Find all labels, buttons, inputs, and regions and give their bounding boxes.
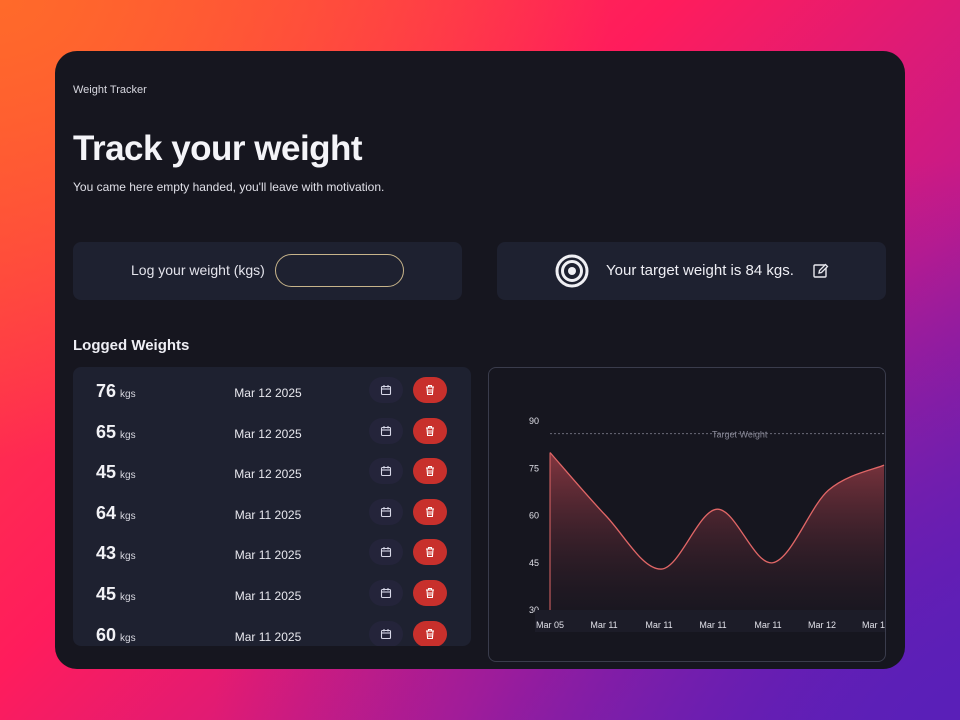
calendar-icon	[380, 629, 392, 640]
logged-weights-title: Logged Weights	[73, 337, 190, 354]
delete-entry-button[interactable]	[413, 621, 447, 646]
edit-date-button[interactable]	[369, 621, 403, 646]
delete-entry-button[interactable]	[413, 418, 447, 444]
weight-area	[550, 452, 885, 610]
delete-entry-button[interactable]	[413, 539, 447, 565]
log-weight-card: Log your weight (kgs)	[73, 242, 462, 300]
calendar-icon	[380, 426, 392, 437]
weight-value: 64 kgs	[96, 503, 136, 524]
weight-date: Mar 12 2025	[234, 386, 302, 400]
weight-date: Mar 11 2025	[234, 508, 302, 522]
app-window: Weight Tracker Track your weight You cam…	[55, 51, 905, 669]
weight-value: 60 kgs	[96, 625, 136, 646]
y-tick-label: 60	[529, 511, 539, 521]
x-tick-label: Mar 12	[862, 620, 886, 630]
trash-icon	[426, 546, 434, 558]
target-icon	[555, 254, 589, 288]
y-tick-label: 45	[529, 558, 539, 568]
trash-icon	[426, 425, 434, 437]
target-weight-text: Your target weight is 84 kgs.	[606, 262, 794, 279]
weight-value: 45 kgs	[96, 584, 136, 605]
y-tick-label: 90	[529, 416, 539, 426]
edit-date-button[interactable]	[369, 580, 403, 606]
list-item: 64 kgs Mar 11 2025	[73, 493, 471, 533]
weight-number: 45	[96, 462, 117, 482]
edit-date-button[interactable]	[369, 458, 403, 484]
weight-series-line	[549, 452, 885, 570]
weight-date: Mar 11 2025	[234, 548, 302, 562]
weight-date: Mar 11 2025	[234, 589, 302, 603]
weight-value: 43 kgs	[96, 543, 136, 564]
x-tick-label: Mar 12	[808, 620, 836, 630]
weight-chart: 30 45 60 75 90 Target Weight Mar 05 Mar 11 Mar 1…	[488, 367, 886, 662]
edit-icon[interactable]	[812, 262, 830, 280]
target-weight-card: Your target weight is 84 kgs.	[497, 242, 886, 300]
weight-value: 45 kgs	[96, 462, 136, 483]
x-tick-label: Mar 11	[590, 620, 617, 630]
delete-entry-button[interactable]	[413, 377, 447, 403]
calendar-icon	[380, 385, 392, 396]
page-title: Track your weight	[73, 129, 363, 168]
logged-weights-list: 76 kgs Mar 12 2025 65 kgs Mar 12 2025 45 kgs Mar…	[73, 367, 471, 646]
list-item: 43 kgs Mar 11 2025	[73, 533, 471, 573]
x-tick-label: Mar 11	[645, 620, 672, 630]
list-item: 60 kgs Mar 11 2025	[73, 615, 471, 646]
y-tick-label: 30	[529, 605, 539, 615]
target-weight-line-label: Target Weight	[712, 430, 768, 440]
weight-unit: kgs	[120, 551, 136, 562]
page-subtitle: You came here empty handed, you'll leave…	[73, 180, 385, 194]
weight-number: 64	[96, 503, 117, 523]
trash-icon	[426, 384, 434, 396]
delete-entry-button[interactable]	[413, 580, 447, 606]
x-axis-band	[535, 610, 885, 632]
weight-unit: kgs	[120, 389, 136, 400]
app-title: Weight Tracker	[73, 84, 147, 96]
edit-date-button[interactable]	[369, 377, 403, 403]
weight-date: Mar 11 2025	[234, 630, 302, 644]
trash-icon	[426, 587, 434, 599]
weight-unit: kgs	[120, 592, 136, 603]
list-item: 76 kgs Mar 12 2025	[73, 371, 471, 411]
weight-number: 65	[96, 422, 117, 442]
edit-date-button[interactable]	[369, 499, 403, 525]
delete-entry-button[interactable]	[413, 458, 447, 484]
x-tick-label: Mar 05	[536, 620, 564, 630]
log-weight-label: Log your weight (kgs)	[131, 262, 265, 278]
log-weight-input[interactable]	[275, 254, 404, 287]
weight-chart-svg: 30 45 60 75 90 Target Weight Mar 05 Mar 11 Mar 1…	[529, 416, 886, 632]
edit-date-button[interactable]	[369, 539, 403, 565]
trash-icon	[426, 628, 434, 640]
x-tick-label: Mar 11	[699, 620, 726, 630]
weight-number: 43	[96, 543, 117, 563]
weight-number: 60	[96, 625, 117, 645]
weight-value: 65 kgs	[96, 422, 136, 443]
weight-unit: kgs	[120, 633, 136, 644]
delete-entry-button[interactable]	[413, 499, 447, 525]
list-item: 65 kgs Mar 12 2025	[73, 412, 471, 452]
calendar-icon	[380, 547, 392, 558]
trash-icon	[426, 465, 434, 477]
weight-number: 45	[96, 584, 117, 604]
calendar-icon	[380, 507, 392, 518]
calendar-icon	[380, 588, 392, 599]
y-tick-label: 75	[529, 463, 539, 473]
calendar-icon	[380, 466, 392, 477]
list-item: 45 kgs Mar 11 2025	[73, 574, 471, 614]
trash-icon	[426, 506, 434, 518]
weight-unit: kgs	[120, 511, 136, 522]
weight-value: 76 kgs	[96, 381, 136, 402]
weight-date: Mar 12 2025	[234, 427, 302, 441]
weight-date: Mar 12 2025	[234, 467, 302, 481]
x-tick-label: Mar 11	[754, 620, 781, 630]
weight-number: 76	[96, 381, 117, 401]
edit-date-button[interactable]	[369, 418, 403, 444]
list-item: 45 kgs Mar 12 2025	[73, 452, 471, 492]
weight-unit: kgs	[120, 430, 136, 441]
weight-unit: kgs	[120, 470, 136, 481]
